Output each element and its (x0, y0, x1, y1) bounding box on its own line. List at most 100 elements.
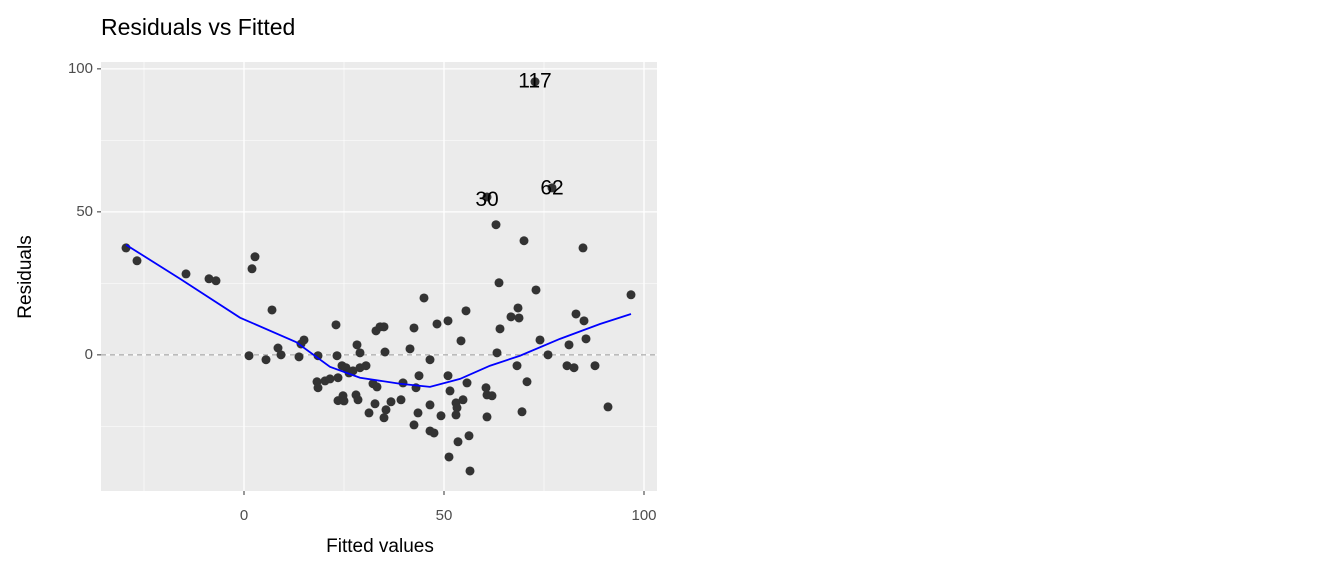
y-tick-label: 50 (76, 203, 93, 220)
point (409, 323, 419, 333)
point (333, 373, 343, 383)
point (121, 243, 131, 253)
x-tick-label: 50 (436, 507, 453, 524)
point (590, 361, 600, 371)
point (562, 361, 572, 371)
point (204, 274, 214, 284)
point (352, 340, 362, 350)
point (578, 243, 588, 253)
point (353, 395, 363, 405)
point (603, 402, 613, 412)
point (452, 403, 462, 413)
point (535, 335, 545, 345)
point (380, 347, 390, 357)
point (313, 351, 323, 361)
y-tick-label: 0 (85, 346, 93, 363)
x-axis-label: Fitted values (326, 536, 434, 557)
point (181, 269, 191, 279)
point (547, 183, 557, 193)
point (482, 412, 492, 422)
point (522, 377, 532, 387)
point (414, 371, 424, 381)
point (531, 285, 541, 295)
point (456, 336, 466, 346)
point (379, 413, 389, 423)
point (372, 382, 382, 392)
point (492, 348, 502, 358)
point (361, 361, 371, 371)
point (458, 395, 468, 405)
point (294, 352, 304, 362)
point (396, 395, 406, 405)
point (451, 410, 461, 420)
point (465, 466, 475, 476)
panel (101, 62, 657, 491)
point (247, 264, 257, 274)
point-label: 117 (518, 69, 551, 92)
x-tick-label: 100 (631, 507, 656, 524)
point (381, 405, 391, 415)
chart-title: Residuals vs Fitted (101, 14, 295, 40)
point (482, 192, 492, 202)
point (506, 312, 516, 322)
point (332, 351, 342, 361)
point (543, 350, 553, 360)
point (379, 322, 389, 332)
point (276, 350, 286, 360)
point (444, 452, 454, 462)
point (579, 316, 589, 326)
point (244, 351, 254, 361)
point (419, 293, 429, 303)
point (443, 316, 453, 326)
point (581, 334, 591, 344)
smooth-line (125, 243, 632, 388)
point (425, 355, 435, 365)
point (432, 319, 442, 329)
point (443, 371, 453, 381)
point (626, 290, 636, 300)
point (409, 420, 419, 430)
point (513, 303, 523, 313)
point (211, 276, 221, 286)
point (436, 411, 446, 421)
y-tick-label: 100 (68, 60, 93, 77)
point (364, 408, 374, 418)
point-label: 30 (475, 188, 498, 211)
point (299, 335, 309, 345)
point (445, 386, 455, 396)
point (461, 306, 471, 316)
point (429, 428, 439, 438)
point (491, 220, 501, 230)
point (571, 309, 581, 319)
point (481, 383, 491, 393)
point (413, 408, 423, 418)
y-axis-label: Residuals (15, 235, 36, 318)
point (519, 236, 529, 246)
point (348, 366, 358, 376)
point (339, 396, 349, 406)
point (370, 399, 380, 409)
point (464, 431, 474, 441)
point (261, 355, 271, 365)
point (512, 361, 522, 371)
point (250, 252, 260, 262)
point (494, 278, 504, 288)
point-label: 62 (540, 177, 563, 200)
point (425, 400, 435, 410)
point (564, 340, 574, 350)
x-tick-label: 0 (240, 507, 248, 524)
point (267, 305, 277, 315)
point (495, 324, 505, 334)
point (405, 344, 415, 354)
point (569, 363, 579, 373)
point (313, 383, 323, 393)
point (517, 407, 527, 417)
point (530, 77, 540, 87)
point (325, 374, 335, 384)
point (487, 391, 497, 401)
point (462, 378, 472, 388)
point (273, 343, 283, 353)
point (386, 397, 396, 407)
point (355, 348, 365, 358)
